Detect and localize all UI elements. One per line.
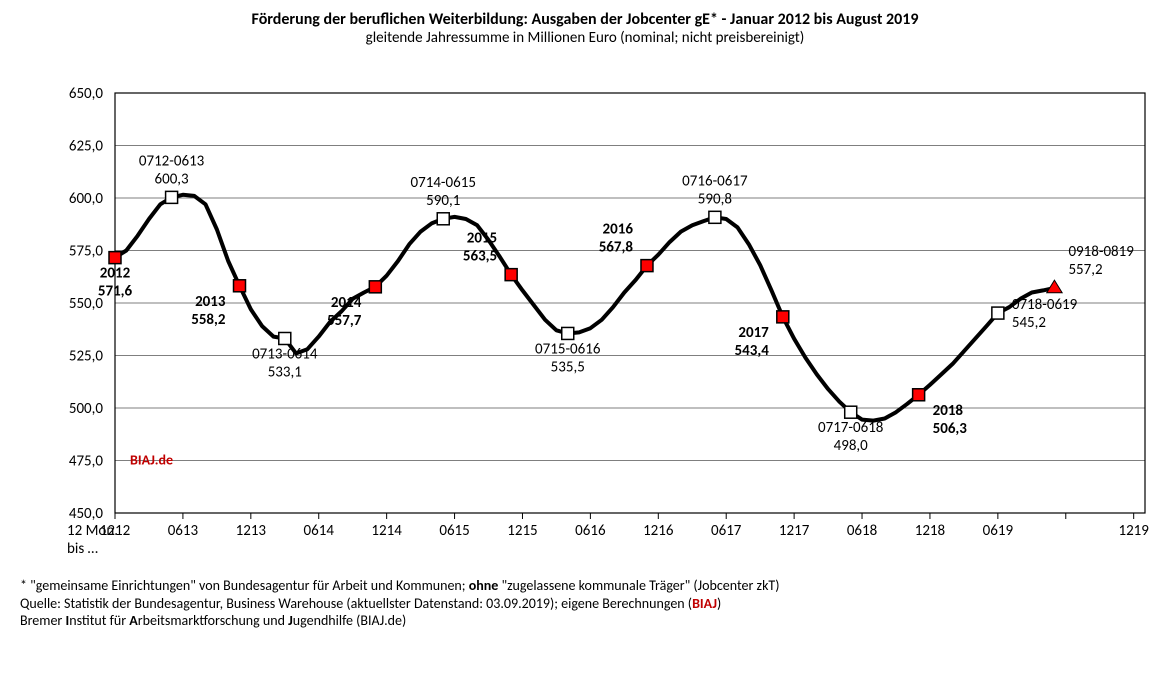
marker-red: [369, 281, 381, 293]
x-axis-caption: bis …: [67, 540, 98, 558]
x-tick-label: 1213: [236, 522, 267, 540]
x-tick-label: 1219: [1118, 522, 1149, 540]
x-tick-label: 0619: [983, 522, 1014, 540]
data-label: 590,1: [426, 192, 460, 210]
marker-white: [992, 307, 1004, 319]
chart-page: Förderung der beruflichen Weiterbildung:…: [0, 0, 1170, 685]
data-label: 557,2: [1068, 261, 1102, 279]
x-tick-label: 1216: [643, 522, 674, 540]
data-label: 533,1: [268, 363, 302, 381]
x-tick-label: 0618: [847, 522, 877, 540]
marker-red: [913, 389, 925, 401]
data-label: 543,4: [735, 342, 770, 360]
data-label: 0713-0614: [252, 345, 318, 363]
data-label: 545,2: [1012, 314, 1046, 332]
data-label: 498,0: [834, 437, 869, 455]
data-label: 600,3: [155, 170, 190, 188]
marker-red: [641, 260, 653, 272]
biaj-watermark: BIAJ.de: [130, 452, 173, 469]
y-tick-label: 625,0: [69, 138, 104, 156]
x-tick-label: 1214: [371, 522, 402, 540]
x-tick-label: 1217: [779, 522, 810, 540]
x-tick-label: 1218: [915, 522, 945, 540]
chart-title: Förderung der beruflichen Weiterbildung:…: [20, 10, 1150, 29]
data-label: 0714-0615: [411, 174, 476, 192]
data-label: 0918-0819: [1068, 243, 1134, 261]
marker-white: [166, 191, 178, 203]
y-tick-label: 650,0: [69, 85, 104, 103]
x-tick-label: 0617: [711, 522, 742, 540]
chart-area: 450,0475,0500,0525,0550,0575,0600,0625,0…: [20, 53, 1150, 573]
marker-white: [845, 406, 857, 418]
data-label: 2013: [195, 293, 226, 311]
data-label: 2018: [933, 402, 964, 420]
y-tick-label: 575,0: [69, 243, 104, 261]
footnote-2: Quelle: Statistik der Bundesagentur, Bus…: [20, 595, 1150, 613]
marker-white: [437, 213, 449, 225]
data-label: 2012: [100, 265, 131, 283]
footnote-1: * "gemeinsame Einrichtungen" von Bundesa…: [20, 577, 1150, 595]
chart-svg: 450,0475,0500,0525,0550,0575,0600,0625,0…: [20, 53, 1150, 573]
x-axis-caption: 12 Mon.: [67, 522, 118, 540]
data-label: 558,2: [191, 311, 226, 329]
data-label: 557,7: [327, 312, 362, 330]
marker-red: [777, 311, 789, 323]
data-label: 2017: [738, 324, 769, 342]
series-line: [115, 195, 1055, 421]
footnote-3: Bremer Institut für Arbeitsmarktforschun…: [20, 612, 1150, 630]
x-tick-label: 1215: [507, 522, 537, 540]
data-label: 0717-0618: [818, 419, 883, 437]
data-label: 590,8: [698, 190, 732, 208]
data-label: 2016: [603, 221, 634, 239]
footnotes: * "gemeinsame Einrichtungen" von Bundesa…: [20, 577, 1150, 630]
data-label: 535,5: [551, 358, 585, 376]
x-tick-label: 0614: [304, 522, 335, 540]
marker-red: [505, 269, 517, 281]
marker-red: [109, 252, 121, 264]
data-label: 563,5: [463, 248, 497, 266]
data-label: 2014: [331, 294, 362, 312]
x-tick-label: 0613: [168, 522, 199, 540]
data-label: 571,6: [98, 283, 133, 301]
x-tick-label: 0615: [439, 522, 469, 540]
marker-white: [562, 327, 574, 339]
data-label: 506,3: [933, 420, 968, 438]
y-tick-label: 500,0: [69, 400, 104, 418]
data-label: 0712-0613: [139, 152, 205, 170]
data-label: 2015: [467, 230, 497, 248]
y-tick-label: 600,0: [69, 190, 104, 208]
y-tick-label: 450,0: [69, 505, 104, 523]
data-label: 0716-0617: [682, 172, 748, 190]
marker-red: [234, 280, 246, 292]
marker-triangle: [1047, 280, 1062, 293]
y-tick-label: 525,0: [69, 348, 104, 366]
marker-white: [709, 211, 721, 223]
marker-white: [279, 332, 291, 344]
chart-subtitle: gleitende Jahressumme in Millionen Euro …: [20, 29, 1150, 47]
x-tick-label: 0616: [575, 522, 606, 540]
y-tick-label: 475,0: [69, 453, 104, 471]
data-label: 0718-0619: [1012, 296, 1078, 314]
data-label: 567,8: [599, 239, 634, 257]
data-label: 0715-0616: [535, 340, 601, 358]
